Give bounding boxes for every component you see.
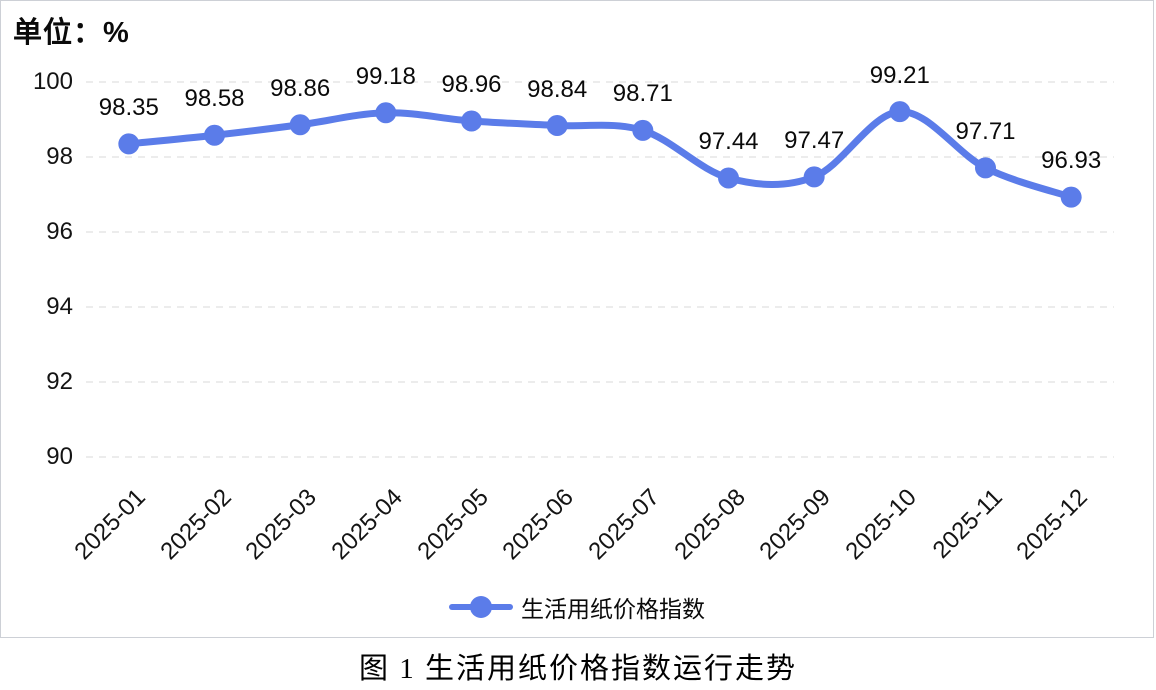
data-point-label: 98.71 xyxy=(612,80,673,108)
data-point-label: 98.58 xyxy=(184,85,245,113)
y-tick-label: 96 xyxy=(46,218,73,245)
data-point-label: 98.86 xyxy=(270,74,331,102)
data-point-label: 97.44 xyxy=(698,128,759,155)
legend-dot xyxy=(470,596,492,618)
data-point-label: 97.71 xyxy=(955,117,1016,145)
chart-container: 单位：% 90 92 94 96 98 100 2025-01 2025-02 2025-03… xyxy=(0,0,1154,638)
data-point-marker[interactable] xyxy=(803,166,825,188)
data-point-label: 98.96 xyxy=(441,71,502,98)
data-point-marker[interactable] xyxy=(375,102,397,124)
y-tick-label: 100 xyxy=(32,68,73,95)
data-point-marker[interactable] xyxy=(632,119,654,141)
data-point-label: 97.47 xyxy=(784,126,845,154)
y-tick-label: 98 xyxy=(46,143,73,170)
legend-line-marker-icon xyxy=(449,596,513,618)
figure-caption: 图 1 生活用纸价格指数运行走势 xyxy=(358,653,797,685)
legend-label: 生活用纸价格指数 xyxy=(521,596,705,622)
legend[interactable]: 生活用纸价格指数 xyxy=(1,590,1153,624)
data-point-marker[interactable] xyxy=(546,115,568,136)
data-point-marker[interactable] xyxy=(975,157,996,179)
data-point-marker[interactable] xyxy=(718,167,739,189)
data-point-marker[interactable] xyxy=(289,114,311,136)
data-point-marker[interactable] xyxy=(889,101,911,123)
unit-label: 单位：% xyxy=(13,17,130,49)
data-point-marker[interactable] xyxy=(1060,186,1082,208)
data-point-label: 99.18 xyxy=(355,62,416,90)
data-point-label: 96.93 xyxy=(1041,147,1102,175)
data-point-marker[interactable] xyxy=(118,133,140,155)
data-point-label: 99.21 xyxy=(869,61,930,89)
data-point-label: 98.35 xyxy=(98,93,159,121)
data-point-marker[interactable] xyxy=(461,110,482,132)
y-tick-label: 92 xyxy=(46,368,73,395)
data-point-label: 98.84 xyxy=(527,75,588,103)
line-chart-plot xyxy=(86,81,1114,458)
data-point-marker[interactable] xyxy=(204,124,225,146)
y-tick-label: 90 xyxy=(46,443,73,470)
y-tick-label: 94 xyxy=(46,293,73,320)
